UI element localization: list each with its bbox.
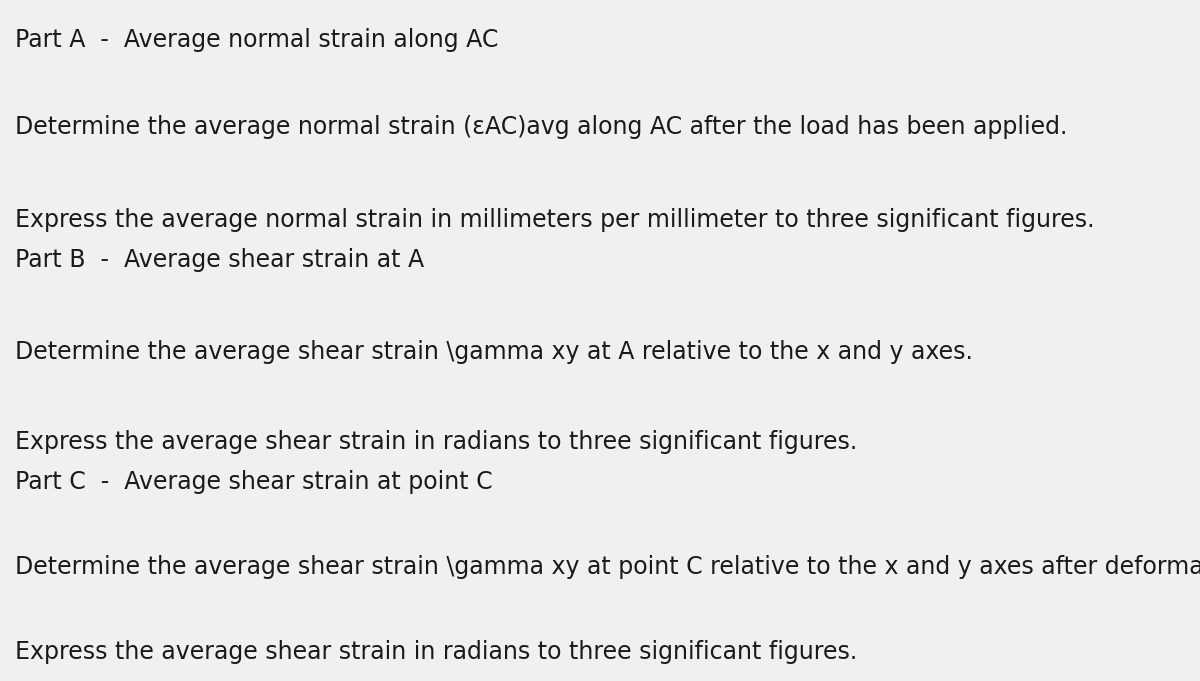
Text: Part B  -  Average shear strain at A: Part B - Average shear strain at A	[14, 248, 424, 272]
Text: Express the average shear strain in radians to three significant figures.: Express the average shear strain in radi…	[14, 640, 857, 664]
Text: Part A  -  Average normal strain along AC: Part A - Average normal strain along AC	[14, 28, 498, 52]
Text: Determine the average normal strain (εAC)avg along AC after the load has been ap: Determine the average normal strain (εAC…	[14, 115, 1067, 139]
Text: Part C  -  Average shear strain at point C: Part C - Average shear strain at point C	[14, 470, 493, 494]
Text: Determine the average shear strain \gamma xy at point C relative to the x and y : Determine the average shear strain \gamm…	[14, 555, 1200, 579]
Text: Express the average shear strain in radians to three significant figures.: Express the average shear strain in radi…	[14, 430, 857, 454]
Text: Determine the average shear strain \gamma xy at A relative to the x and y axes.: Determine the average shear strain \gamm…	[14, 340, 973, 364]
Text: Express the average normal strain in millimeters per millimeter to three signifi: Express the average normal strain in mil…	[14, 208, 1094, 232]
